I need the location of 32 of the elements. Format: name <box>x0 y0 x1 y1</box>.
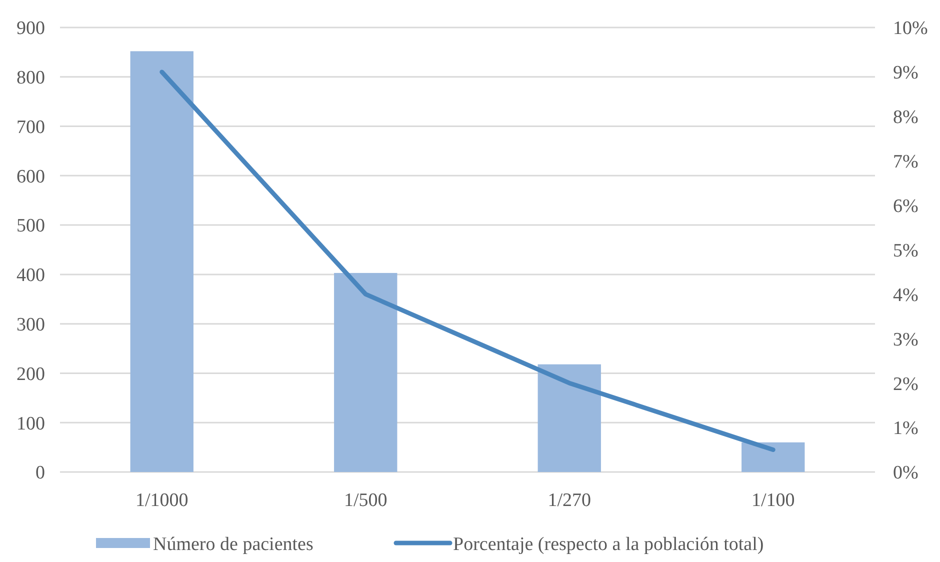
y-tick-label: 400 <box>16 265 45 286</box>
legend-label: Número de pacientes <box>153 534 314 555</box>
y2-tick-label: 5% <box>893 240 918 262</box>
y-tick-label: 500 <box>16 216 45 237</box>
x-tick-label: 1/100 <box>751 490 795 511</box>
y-tick-label: 800 <box>16 68 45 89</box>
y-tick-label: 200 <box>16 364 45 385</box>
line-series <box>160 70 776 452</box>
y-tick-label: 600 <box>16 166 45 188</box>
y2-tick-label: 9% <box>893 62 918 84</box>
y-tick-label: 700 <box>16 116 45 138</box>
y-tick-label: 900 <box>16 18 45 40</box>
y2-tick-label: 8% <box>893 107 918 128</box>
x-tick-label: 1/1000 <box>135 490 188 511</box>
bar <box>742 442 805 472</box>
x-tick-label: 1/270 <box>548 490 592 511</box>
y2-tick-label: 2% <box>893 374 918 395</box>
legend-label: Porcentaje (respecto a la población total) <box>453 534 764 555</box>
y2-tick-label: 7% <box>893 152 918 172</box>
y2-tick-label: 1% <box>893 418 918 440</box>
y-tick-label: 300 <box>16 314 45 336</box>
y2-tick-label: 0% <box>893 462 918 484</box>
x-tick-label: 1/500 <box>344 490 388 511</box>
y-tick-label: 0 <box>36 462 45 484</box>
y2-tick-label: 6% <box>893 196 918 217</box>
bar <box>334 272 398 472</box>
y2-tick-label: 10% <box>893 18 928 40</box>
bar <box>130 51 194 472</box>
y-tick-label: 100 <box>16 413 45 434</box>
bar <box>538 364 601 472</box>
y2-tick-label: 3% <box>893 329 918 350</box>
y2-tick-label: 4% <box>893 284 918 306</box>
